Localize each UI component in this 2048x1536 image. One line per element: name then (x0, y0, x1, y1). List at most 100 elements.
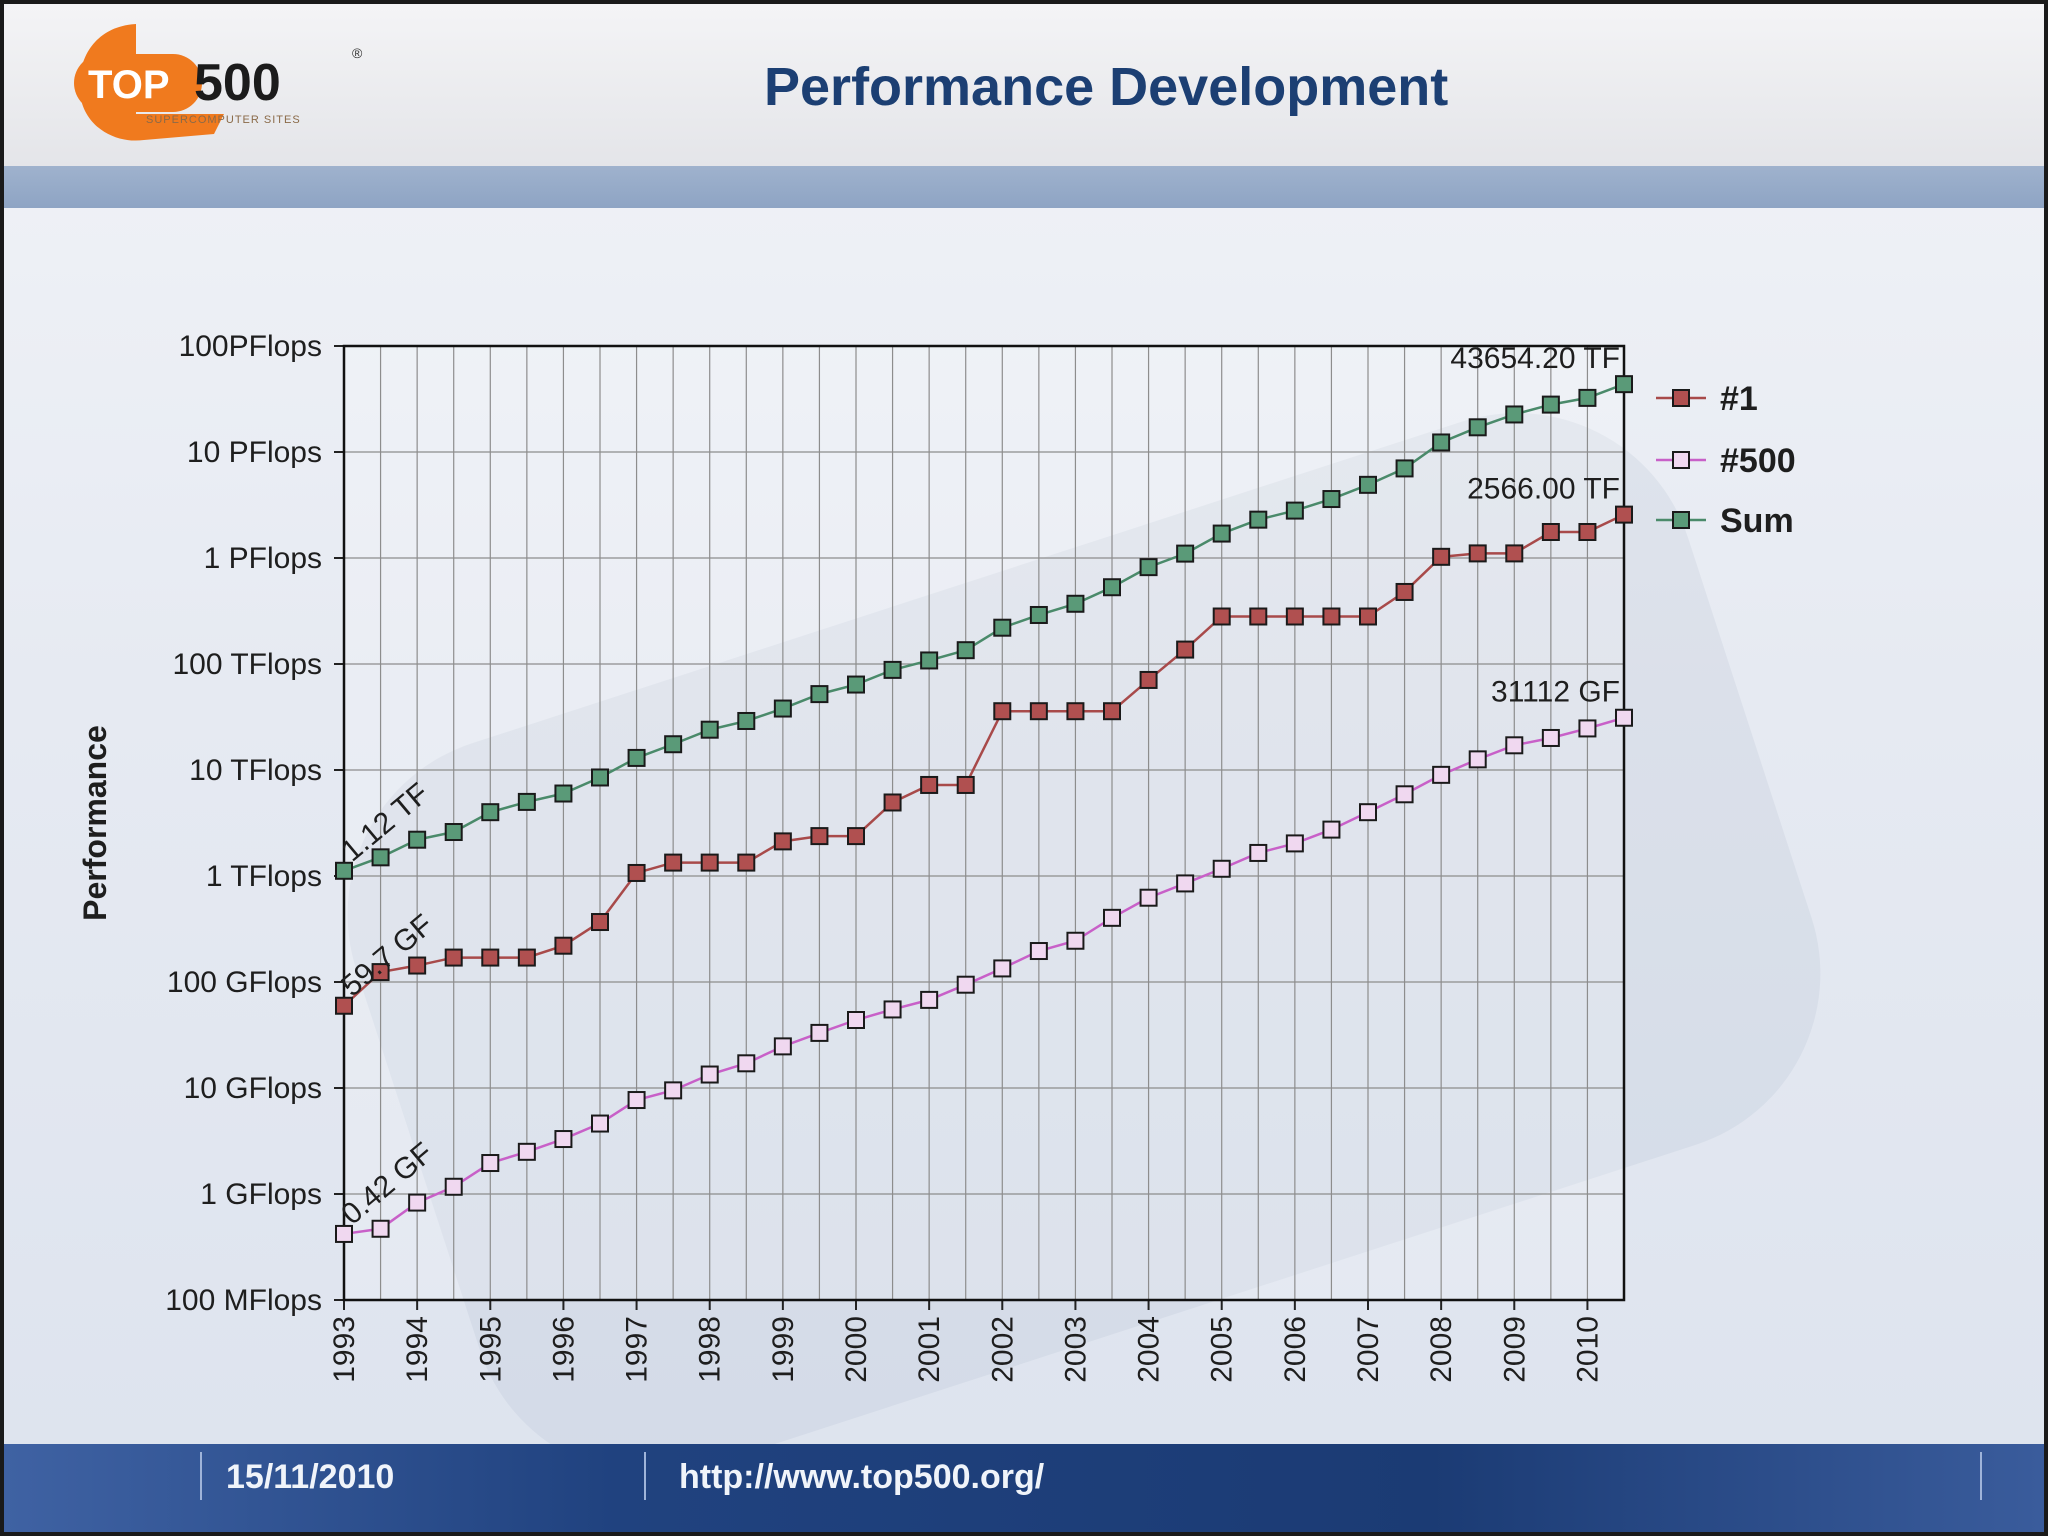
data-point (1322, 820, 1341, 839)
data-point (335, 996, 353, 1015)
data-point (408, 830, 427, 849)
data-point (1541, 395, 1560, 414)
data-point (1212, 524, 1231, 543)
footer-separator (200, 1452, 202, 1500)
data-point (1578, 388, 1597, 407)
data-point (993, 959, 1012, 978)
data-point (883, 1000, 902, 1019)
data-point (481, 948, 500, 967)
data-point (773, 699, 792, 718)
data-point (847, 1011, 865, 1030)
data-point (1285, 834, 1304, 853)
legend-label: #1 (1720, 380, 1758, 418)
footer-date: 15/11/2010 (226, 1458, 395, 1496)
data-point (1103, 702, 1121, 721)
data-point (1103, 578, 1121, 597)
data-point (591, 1114, 609, 1133)
data-point (371, 848, 390, 867)
x-tick-label: 2000 (840, 1316, 873, 1383)
data-point (1359, 803, 1377, 822)
data-point (1066, 931, 1085, 950)
legend-marker (1672, 389, 1690, 407)
x-tick-label: 2001 (913, 1316, 946, 1383)
data-point (847, 827, 865, 846)
data-point (1541, 523, 1560, 542)
data-point (810, 1023, 829, 1042)
data-point (956, 775, 975, 794)
data-point (408, 956, 427, 975)
data-point (1541, 728, 1560, 747)
x-tick-label: 1999 (767, 1316, 800, 1383)
logo-subtitle: SUPERCOMPUTER SITES (146, 114, 301, 126)
data-point (773, 1037, 792, 1056)
data-point (1468, 418, 1487, 437)
data-point (1029, 942, 1048, 961)
data-point (993, 618, 1012, 637)
x-tick-label: 1993 (328, 1316, 361, 1383)
data-point (444, 823, 463, 842)
data-point (1139, 558, 1158, 577)
data-point (554, 936, 573, 955)
data-point (408, 1193, 427, 1212)
data-point (810, 685, 829, 704)
data-point (1139, 670, 1158, 689)
data-point (481, 1154, 500, 1173)
data-point (627, 863, 646, 882)
data-point (444, 1177, 463, 1196)
data-point (371, 963, 390, 982)
y-tick-label: 100 MFlops (165, 1284, 322, 1317)
x-tick-label: 2008 (1425, 1316, 1458, 1383)
data-point (847, 675, 865, 694)
data-point (517, 948, 536, 967)
data-point (737, 1054, 756, 1073)
data-point (517, 1142, 536, 1161)
plot-frame (342, 344, 1626, 1302)
data-point (371, 1219, 390, 1238)
y-tick-label: 10 TFlops (189, 754, 322, 787)
data-point (700, 853, 719, 872)
data-point (1322, 490, 1341, 509)
y-tick-label: 100 GFlops (167, 966, 322, 999)
data-point (737, 711, 756, 730)
data-point (1505, 736, 1524, 755)
annotation-end-rank-500: 31112 GF (1491, 676, 1620, 709)
data-point (1212, 607, 1231, 626)
legend-label: #500 (1720, 442, 1796, 480)
x-tick-label: 2007 (1352, 1316, 1385, 1383)
x-tick-label: 2004 (1133, 1316, 1166, 1383)
x-tick-label: 1994 (401, 1316, 434, 1383)
data-point (1322, 607, 1341, 626)
data-point (627, 1091, 646, 1110)
annotation-end-rank-1: 2566.00 TF (1467, 473, 1620, 506)
footer-separator (1980, 1452, 1982, 1500)
data-point (1285, 607, 1304, 626)
data-point (956, 641, 975, 660)
data-point (1249, 510, 1268, 529)
legend-marker (1672, 511, 1690, 529)
logo-registered-mark: ® (352, 45, 363, 61)
x-tick-label: 2010 (1571, 1316, 1604, 1383)
data-point (444, 948, 463, 967)
data-point (1578, 719, 1597, 738)
footer-url-link[interactable]: http://www.top500.org/ (679, 1458, 1045, 1496)
data-point (920, 775, 939, 794)
data-point (1212, 859, 1231, 878)
data-point (883, 660, 902, 679)
data-point (335, 1224, 353, 1243)
data-point (517, 792, 536, 811)
data-point (664, 1081, 683, 1100)
annotation-end-Sum: 43654.20 TF (1450, 342, 1620, 375)
x-tick-label: 1997 (621, 1316, 654, 1383)
data-point (627, 748, 646, 767)
x-tick-label: 1996 (547, 1316, 580, 1383)
logo-top-text: TOP (88, 63, 170, 107)
top500-logo: TOP 500 ® SUPERCOMPUTER SITES (74, 18, 384, 146)
data-point (1176, 544, 1195, 563)
data-point (1029, 605, 1048, 624)
data-point (993, 702, 1012, 721)
data-point (1029, 702, 1048, 721)
data-point (335, 861, 353, 880)
data-point (1615, 708, 1633, 727)
data-point (1505, 405, 1524, 424)
data-point (737, 853, 756, 872)
